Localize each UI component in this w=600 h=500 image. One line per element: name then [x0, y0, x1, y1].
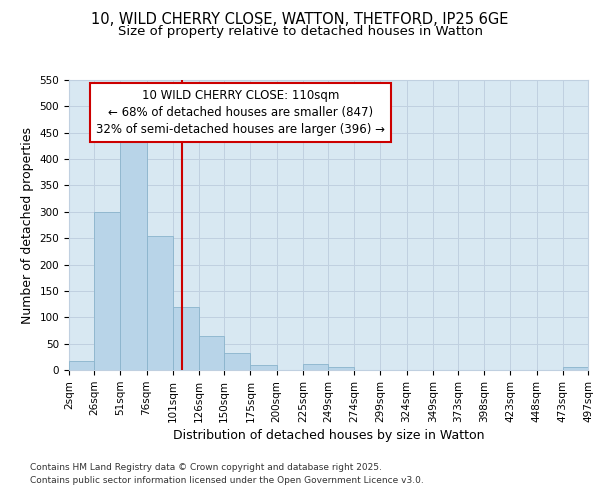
Bar	[303, 364, 328, 370]
Text: 10, WILD CHERRY CLOSE, WATTON, THETFORD, IP25 6GE: 10, WILD CHERRY CLOSE, WATTON, THETFORD,…	[91, 12, 509, 28]
Bar	[121, 140, 146, 370]
Bar	[224, 352, 250, 370]
Bar	[69, 360, 94, 370]
Bar	[94, 212, 121, 370]
Bar	[173, 306, 199, 370]
Bar	[199, 336, 224, 370]
Bar	[328, 368, 354, 370]
Y-axis label: Number of detached properties: Number of detached properties	[21, 126, 34, 324]
Bar	[563, 368, 588, 370]
X-axis label: Distribution of detached houses by size in Watton: Distribution of detached houses by size …	[173, 429, 484, 442]
Text: Size of property relative to detached houses in Watton: Size of property relative to detached ho…	[118, 25, 482, 38]
Text: Contains HM Land Registry data © Crown copyright and database right 2025.: Contains HM Land Registry data © Crown c…	[30, 464, 382, 472]
Text: 10 WILD CHERRY CLOSE: 110sqm
← 68% of detached houses are smaller (847)
32% of s: 10 WILD CHERRY CLOSE: 110sqm ← 68% of de…	[96, 88, 385, 136]
Text: Contains public sector information licensed under the Open Government Licence v3: Contains public sector information licen…	[30, 476, 424, 485]
Bar	[146, 236, 173, 370]
Bar	[250, 364, 277, 370]
